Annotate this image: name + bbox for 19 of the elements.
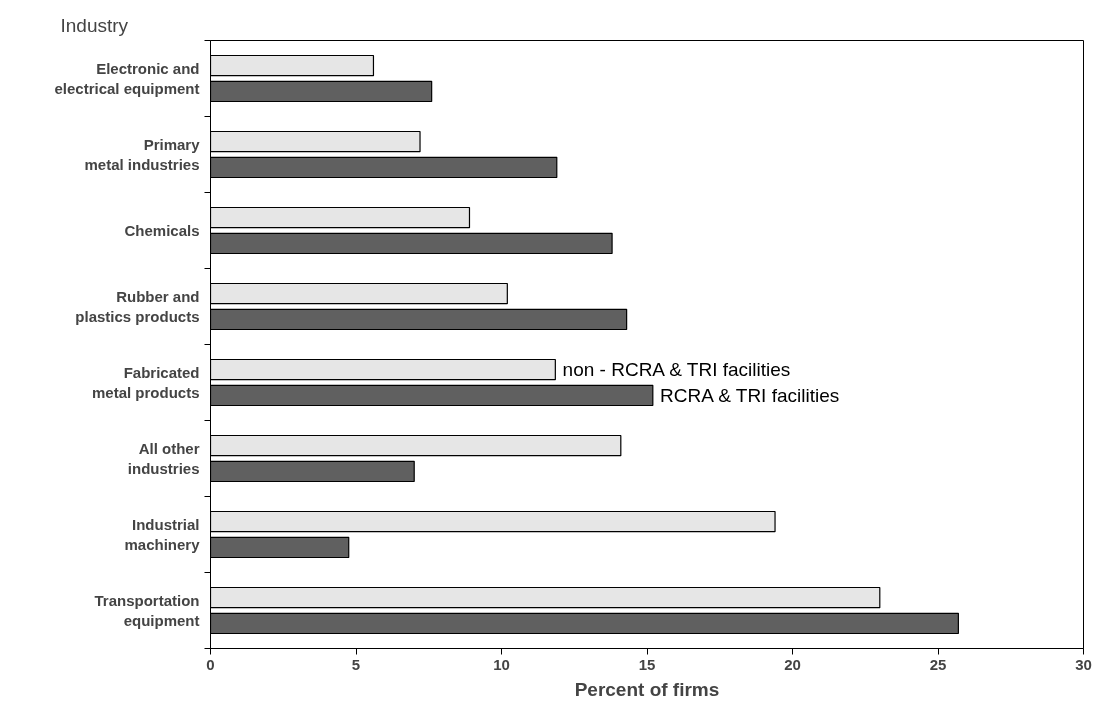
- y-tick-label: Primary metal industries: [84, 135, 201, 174]
- y-tick-label: Transportation equipment: [94, 591, 200, 630]
- x-tick-label: 25: [929, 655, 947, 673]
- y-tick-label: Fabricated metal products: [91, 363, 200, 402]
- x-tick-label: 30: [1075, 655, 1092, 673]
- x-tick-label: 15: [638, 655, 656, 673]
- y-tick-label: Rubber and plastics products: [75, 287, 200, 326]
- y-tick-label: All other industries: [127, 439, 200, 478]
- y-tick-label: Electronic and electrical equipment: [54, 59, 200, 98]
- x-axis-title: Percent of firms: [574, 678, 720, 700]
- series-label: non - RCRA & TRI facilities: [562, 359, 791, 381]
- x-tick-label: 0: [206, 655, 215, 673]
- x-tick-label: 10: [493, 655, 510, 673]
- y-tick-label: Industrial machinery: [124, 515, 201, 554]
- x-tick-label: 20: [784, 655, 801, 673]
- y-tick-label: Chemicals: [124, 222, 200, 239]
- x-tick-label: 5: [351, 655, 361, 673]
- series-label: RCRA & TRI facilities: [660, 384, 840, 406]
- y-axis-title: Industry: [60, 14, 129, 36]
